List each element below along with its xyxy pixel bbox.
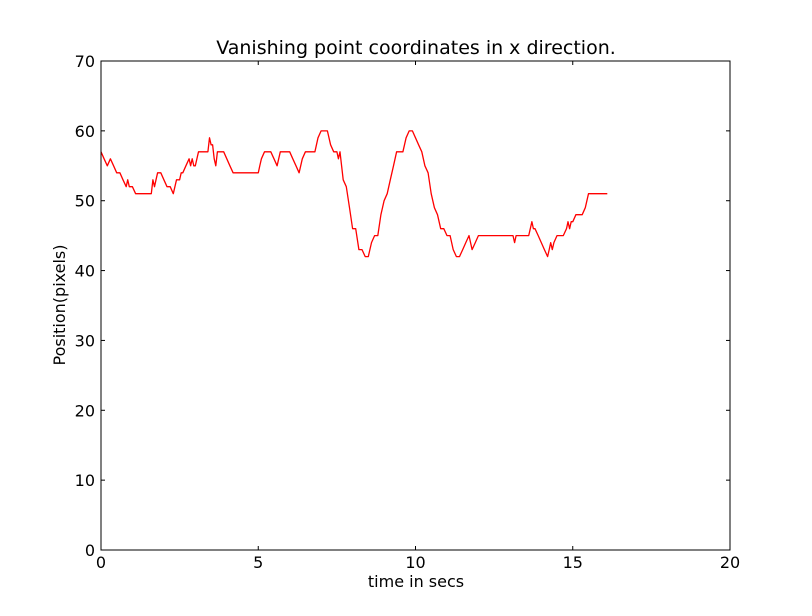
y-tick-label: 30 bbox=[75, 331, 95, 350]
x-tick-label: 20 bbox=[720, 553, 740, 572]
x-tick-label: 0 bbox=[96, 553, 106, 572]
y-axis-label: Position(pixels) bbox=[50, 245, 69, 366]
x-axis-label: time in secs bbox=[368, 572, 464, 591]
y-tick-label: 70 bbox=[75, 52, 95, 71]
y-tick-label: 10 bbox=[75, 471, 95, 490]
y-tick-label: 0 bbox=[85, 541, 95, 560]
y-tick-label: 60 bbox=[75, 122, 95, 141]
data-series-line-0 bbox=[100, 130, 608, 258]
x-tick-label: 5 bbox=[253, 553, 263, 572]
x-tick-label: 15 bbox=[563, 553, 583, 572]
y-tick-label: 40 bbox=[75, 262, 95, 281]
y-tick-label: 50 bbox=[75, 192, 95, 211]
x-tick-label: 10 bbox=[405, 553, 425, 572]
plot-area: 0 5 10 15 20 0 10 20 30 40 50 60 70 bbox=[75, 52, 741, 572]
y-tick-label: 20 bbox=[75, 401, 95, 420]
chart-title: Vanishing point coordinates in x directi… bbox=[216, 37, 616, 59]
